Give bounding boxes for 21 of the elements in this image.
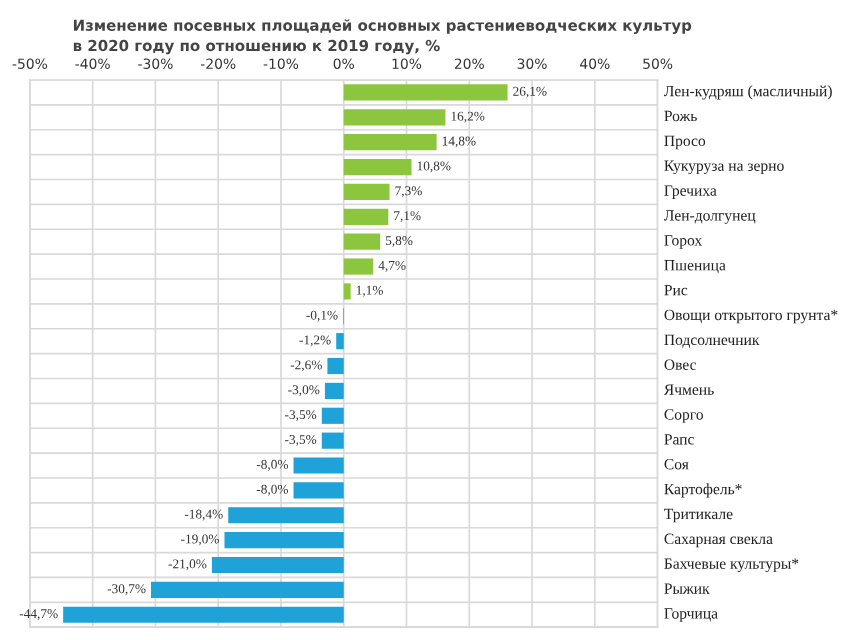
bar (343, 233, 381, 250)
bar (293, 482, 344, 499)
bar (321, 432, 344, 449)
bar (211, 556, 344, 574)
bar (343, 283, 351, 300)
bar (321, 407, 344, 424)
bar (343, 183, 390, 201)
bar (228, 507, 344, 524)
bar (224, 532, 344, 549)
bar (343, 109, 446, 126)
bar (336, 333, 344, 350)
bar (343, 258, 374, 275)
bar (343, 208, 389, 225)
bar (324, 382, 344, 399)
bar (343, 84, 508, 101)
bar (327, 357, 344, 375)
bar (151, 581, 344, 598)
bar (293, 457, 344, 474)
bar (63, 606, 344, 623)
bar (343, 158, 412, 176)
bar (343, 134, 437, 151)
